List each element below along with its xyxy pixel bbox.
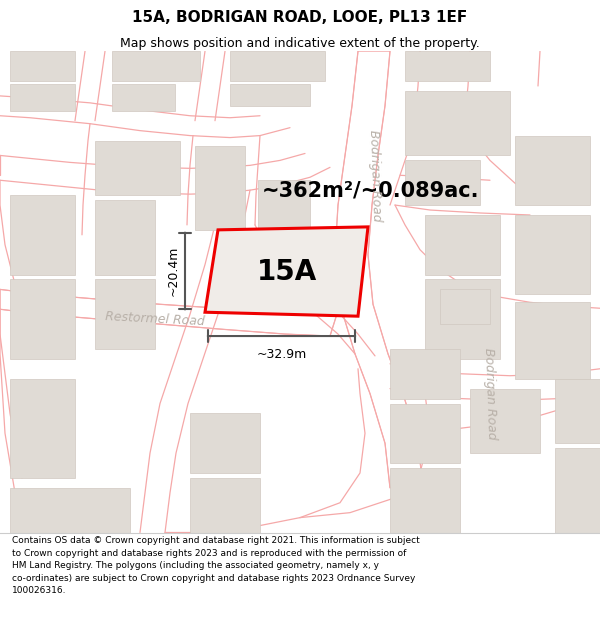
Polygon shape xyxy=(10,279,75,359)
Polygon shape xyxy=(230,51,325,81)
Polygon shape xyxy=(10,379,75,478)
Polygon shape xyxy=(10,51,75,81)
Polygon shape xyxy=(555,379,600,443)
Text: Contains OS data © Crown copyright and database right 2021. This information is : Contains OS data © Crown copyright and d… xyxy=(12,536,420,595)
Polygon shape xyxy=(95,279,155,349)
Polygon shape xyxy=(95,141,180,195)
Polygon shape xyxy=(10,195,75,274)
Polygon shape xyxy=(95,200,155,274)
Polygon shape xyxy=(555,448,600,532)
Text: Bodrigan Road: Bodrigan Road xyxy=(367,129,383,221)
Polygon shape xyxy=(335,51,423,488)
Polygon shape xyxy=(440,289,490,324)
Polygon shape xyxy=(470,389,540,453)
Polygon shape xyxy=(405,161,480,205)
Text: 15A, BODRIGAN ROAD, LOOE, PL13 1EF: 15A, BODRIGAN ROAD, LOOE, PL13 1EF xyxy=(133,10,467,25)
Polygon shape xyxy=(425,215,500,274)
Text: Bodrigan Road: Bodrigan Road xyxy=(482,348,498,440)
Text: Map shows position and indicative extent of the property.: Map shows position and indicative extent… xyxy=(120,37,480,50)
Polygon shape xyxy=(190,413,260,473)
Polygon shape xyxy=(515,302,590,379)
Polygon shape xyxy=(390,468,460,532)
Polygon shape xyxy=(425,279,500,359)
Text: ~362m²/~0.089ac.: ~362m²/~0.089ac. xyxy=(261,180,479,200)
Polygon shape xyxy=(0,286,345,336)
Polygon shape xyxy=(515,215,590,294)
Polygon shape xyxy=(258,180,310,230)
Text: Restormel Road: Restormel Road xyxy=(105,310,205,328)
Polygon shape xyxy=(190,478,260,532)
Polygon shape xyxy=(205,227,368,316)
Polygon shape xyxy=(112,51,200,81)
Text: 15A: 15A xyxy=(257,258,317,286)
Polygon shape xyxy=(390,404,460,463)
Text: ~20.4m: ~20.4m xyxy=(167,246,180,296)
Polygon shape xyxy=(10,84,75,111)
Polygon shape xyxy=(405,91,510,156)
Polygon shape xyxy=(112,84,175,111)
Polygon shape xyxy=(515,136,590,205)
Polygon shape xyxy=(405,51,490,81)
Polygon shape xyxy=(390,349,460,399)
Polygon shape xyxy=(230,84,310,106)
Text: ~32.9m: ~32.9m xyxy=(256,348,307,361)
Polygon shape xyxy=(195,146,245,230)
Polygon shape xyxy=(10,488,130,532)
